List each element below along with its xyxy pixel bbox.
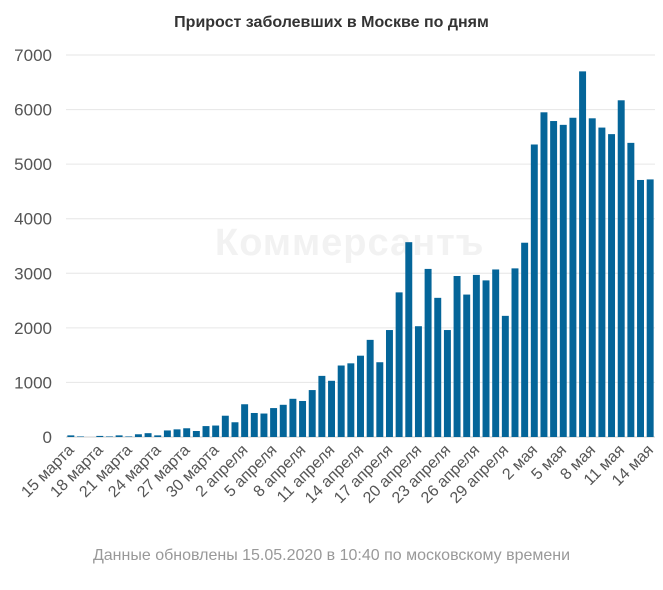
bar [173, 429, 181, 437]
bar [357, 355, 364, 437]
bar [637, 179, 644, 437]
bar [530, 144, 538, 438]
bar [125, 436, 133, 437]
bar [501, 315, 509, 437]
bar [588, 118, 596, 437]
y-tick-label: 4000 [14, 210, 52, 229]
bar [260, 413, 268, 437]
bar [289, 398, 297, 437]
bar [144, 433, 152, 437]
y-tick-label: 1000 [14, 373, 52, 392]
bar [105, 436, 113, 437]
bar [646, 179, 654, 437]
bar [183, 428, 191, 437]
bar [328, 380, 336, 437]
bar [299, 400, 307, 437]
bar [463, 294, 471, 437]
bar [96, 435, 104, 437]
bar [134, 434, 142, 437]
y-tick-label: 3000 [14, 264, 52, 283]
watermark-logo: Коммерсантъ [215, 222, 485, 264]
bar [231, 422, 239, 437]
bar [337, 365, 345, 437]
bar [472, 274, 480, 437]
y-tick-label: 7000 [14, 46, 52, 65]
update-footnote: Данные обновлены 15.05.2020 в 10:40 по м… [92, 547, 571, 564]
y-tick-label: 0 [43, 428, 52, 447]
bar [521, 242, 529, 437]
bar [77, 436, 84, 437]
bar [579, 71, 587, 437]
bar [434, 297, 442, 437]
bar [308, 390, 316, 437]
bar [443, 330, 451, 437]
bar [67, 435, 75, 437]
bar [492, 269, 500, 437]
bar [511, 268, 519, 437]
bar [540, 112, 548, 438]
bar [569, 117, 577, 437]
y-tick-label: 2000 [14, 319, 52, 338]
bar [385, 330, 393, 437]
chart-title: Прирост заболевших в Москве по дням [174, 14, 489, 31]
bar [608, 134, 616, 437]
bar [376, 362, 384, 437]
bar [279, 404, 287, 437]
bar [395, 292, 403, 437]
bar [405, 242, 413, 437]
bar [154, 435, 162, 437]
y-tick-label: 6000 [14, 101, 52, 120]
bar [115, 435, 123, 437]
bar [241, 404, 249, 437]
y-tick-label: 5000 [14, 155, 52, 174]
bar [192, 430, 200, 437]
bar [318, 375, 326, 437]
bar [627, 142, 635, 438]
bar [212, 425, 220, 437]
bar [414, 326, 422, 437]
bar [550, 121, 558, 437]
bar [347, 363, 355, 437]
bar [202, 426, 210, 437]
bar [366, 339, 374, 437]
bar [453, 276, 461, 437]
bar [482, 280, 490, 437]
bar [424, 268, 432, 437]
bar [250, 412, 258, 437]
bar [617, 100, 625, 438]
bar [163, 430, 171, 437]
bar [221, 415, 229, 437]
bar [598, 127, 606, 437]
bar [270, 408, 278, 437]
bar [559, 124, 567, 437]
